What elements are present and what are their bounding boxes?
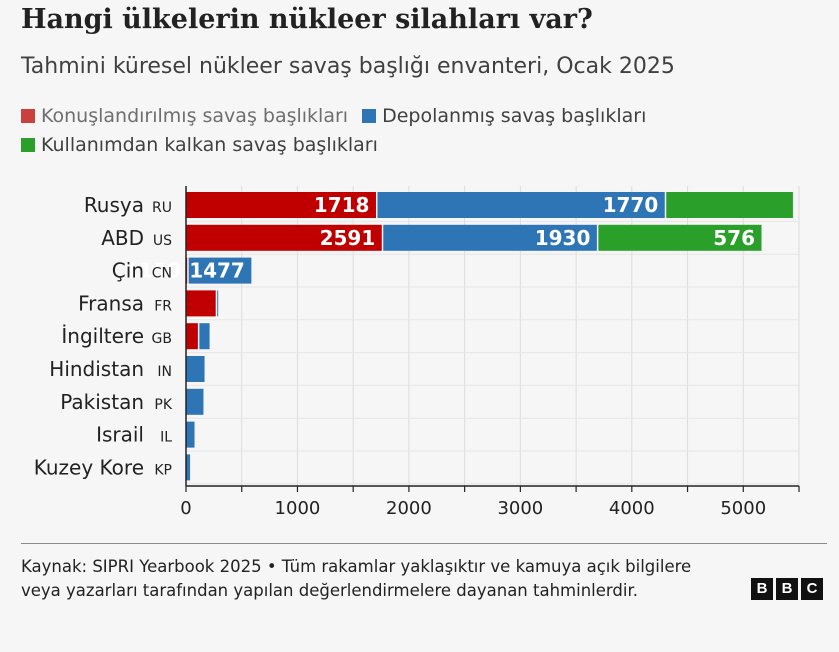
bar-stored xyxy=(186,388,204,415)
category-label: Israil xyxy=(96,423,144,447)
bar-stored xyxy=(188,257,252,284)
bar-stored xyxy=(383,224,597,251)
legend-swatch-deployed xyxy=(21,109,35,123)
country-code: CN xyxy=(152,266,172,282)
x-tick-label: 2000 xyxy=(386,498,432,519)
data-label: 1930 xyxy=(535,226,591,250)
data-label: 1718 xyxy=(314,193,370,217)
country-code: RU xyxy=(152,200,172,216)
bar-deployed xyxy=(186,323,198,350)
bar-stored xyxy=(199,323,210,350)
x-tick-label: 3000 xyxy=(497,498,543,519)
bar-deployed xyxy=(186,224,382,251)
bbc-logo-letter: C xyxy=(801,578,823,600)
category-label: Kuzey Kore xyxy=(34,455,144,479)
data-label: 576 xyxy=(713,226,755,250)
data-label: 1150 xyxy=(125,259,181,283)
data-label: 1770 xyxy=(603,193,659,217)
footer-divider xyxy=(21,543,827,544)
category-label: Hindistan xyxy=(49,357,144,381)
bar-retired xyxy=(666,192,793,218)
legend-label-deployed: Konuşlandırılmış savaş başlıkları xyxy=(41,105,349,127)
legend: Konuşlandırılmış savaş başlıkları Depola… xyxy=(21,102,821,160)
source-note: Kaynak: SIPRI Yearbook 2025 • Tüm rakaml… xyxy=(21,557,692,600)
bar-stored xyxy=(186,421,195,448)
data-label: 2591 xyxy=(320,226,376,250)
legend-item-stored: Depolanmış savaş başlıkları xyxy=(362,102,646,131)
country-code: IN xyxy=(157,364,172,380)
data-label: 1477 xyxy=(189,259,245,283)
legend-label-stored: Depolanmış savaş başlıkları xyxy=(382,105,647,127)
legend-swatch-stored xyxy=(362,109,377,123)
legend-swatch-retired xyxy=(21,138,35,152)
category-label: Çin xyxy=(112,259,144,283)
category-label: Fransa xyxy=(78,291,144,315)
category-label: ABD xyxy=(101,226,144,250)
bar-deployed xyxy=(186,192,376,218)
chart-subtitle: Tahmini küresel nükleer savaş başlığı en… xyxy=(21,54,675,79)
country-code: KP xyxy=(154,462,172,478)
x-tick-label: 4000 xyxy=(609,498,655,519)
bbc-logo-letter: B xyxy=(776,578,798,600)
legend-label-retired: Kullanımdan kalkan savaş başlıkları xyxy=(41,134,378,156)
category-label: Rusya xyxy=(84,193,144,217)
bar-deployed xyxy=(186,290,216,317)
bar-stored xyxy=(377,192,665,218)
bar-retired xyxy=(598,224,762,251)
country-code: GB xyxy=(152,331,172,347)
country-code: IL xyxy=(160,430,172,446)
legend-item-retired: Kullanımdan kalkan savaş başlıkları xyxy=(21,131,378,160)
country-code: PK xyxy=(154,397,172,413)
chart-title: Hangi ülkelerin nükleer silahları var? xyxy=(21,4,593,35)
x-tick-label: 1000 xyxy=(275,498,321,519)
country-code: US xyxy=(153,233,172,249)
country-code: FR xyxy=(154,298,172,314)
legend-item-deployed: Konuşlandırılmış savaş başlıkları xyxy=(21,102,348,131)
bar-chart: 1718 1770 RU Rusya 2591 1930 576 US ABD 1150 1477 C… xyxy=(34,186,800,519)
bar-stored xyxy=(186,356,205,382)
x-tick-label: 5000 xyxy=(720,498,766,519)
bbc-logo: B B C xyxy=(751,578,823,600)
category-label: İngiltere xyxy=(61,324,144,348)
x-tick-label: 0 xyxy=(180,498,191,519)
bar-stored xyxy=(217,290,219,317)
bbc-logo-letter: B xyxy=(751,578,773,600)
category-label: Pakistan xyxy=(60,390,144,414)
bar-stored xyxy=(186,454,191,481)
